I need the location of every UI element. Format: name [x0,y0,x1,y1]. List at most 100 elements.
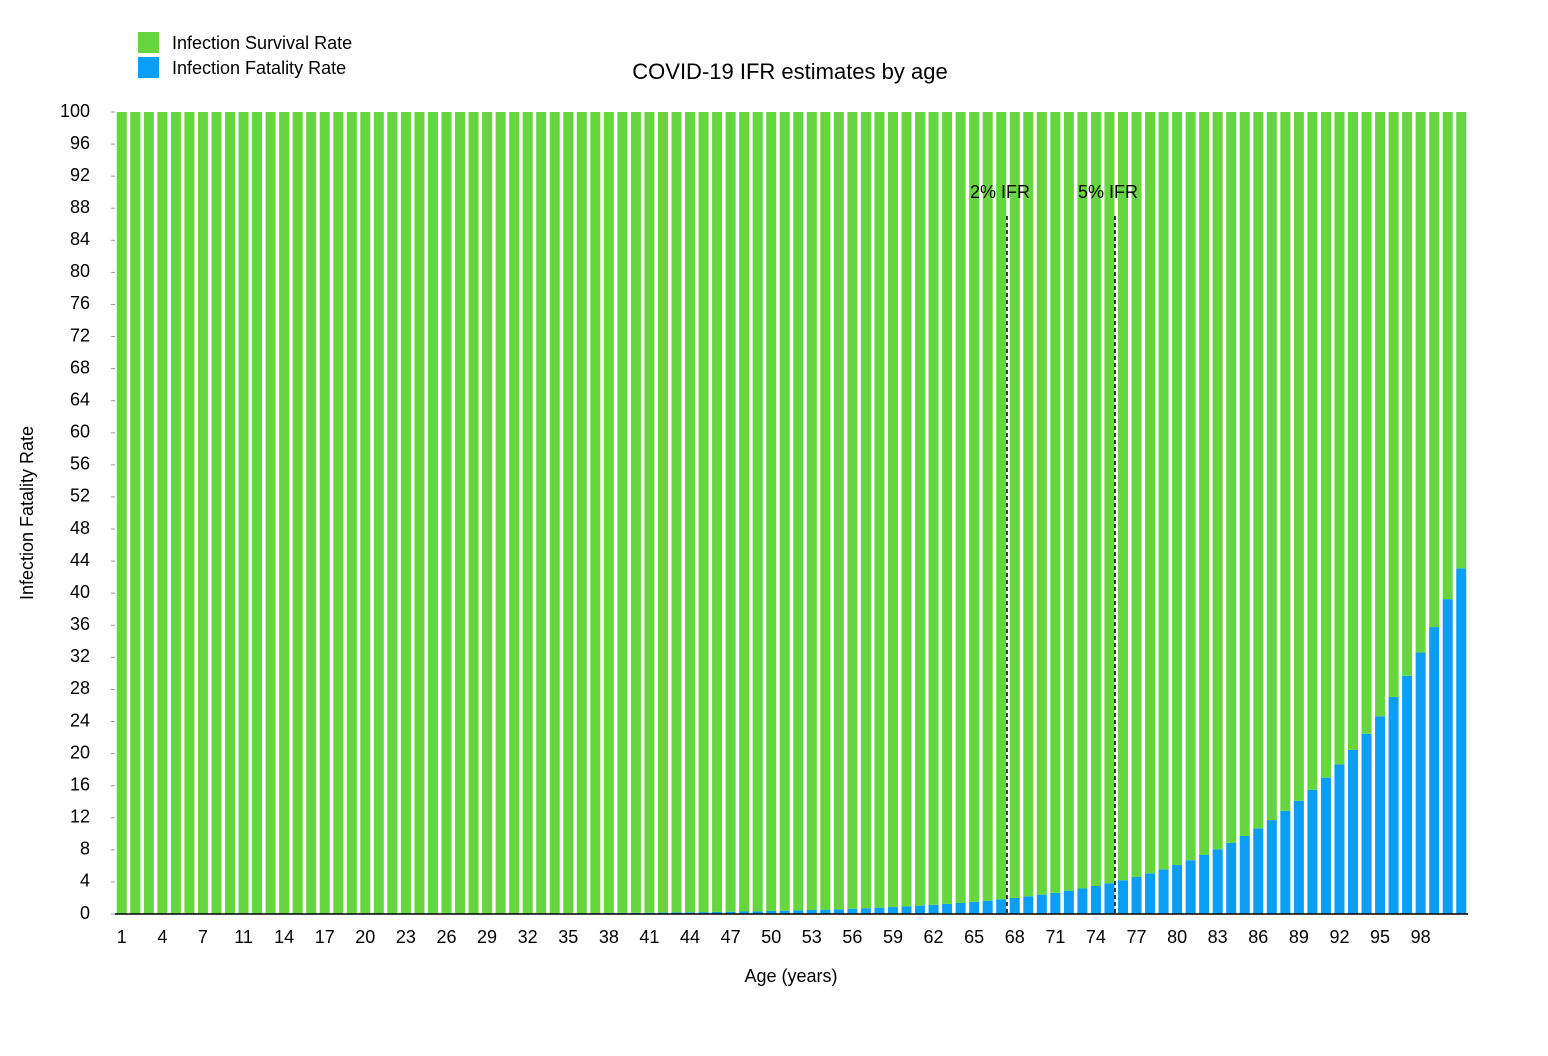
bar [725,911,736,914]
bar [793,112,804,911]
bar [671,112,682,913]
bar [1307,789,1318,914]
bar [387,112,398,914]
bar [495,112,506,914]
x-tick-label: 14 [274,927,294,947]
bar [1320,112,1331,778]
bar [427,112,438,914]
bar [1388,696,1399,914]
x-tick-label: 41 [639,927,659,947]
bar [1077,888,1088,914]
bar [1361,112,1372,734]
bar [1456,568,1467,914]
y-tick-label: 52 [70,486,90,506]
bar [184,112,195,914]
bar [197,112,208,914]
x-tick-label: 11 [234,927,253,947]
bar [901,112,912,907]
bar [712,911,723,914]
x-tick-label: 20 [355,927,375,947]
bar [1131,876,1142,914]
x-tick-label: 56 [842,927,862,947]
bar [752,911,763,914]
y-tick-label: 80 [70,261,90,281]
bar [1334,112,1345,765]
bar [996,899,1007,914]
y-tick-label: 44 [70,550,90,570]
x-tick-label: 44 [680,927,700,947]
bar [1009,112,1020,898]
bar [915,112,926,906]
bar [874,112,885,908]
bar [847,908,858,914]
bar [698,912,709,914]
bar [1429,112,1440,628]
bar [116,112,127,914]
bar [1023,896,1034,914]
bar [279,112,290,914]
bar [928,904,939,914]
bar [955,902,966,914]
y-tick-label: 20 [70,742,90,762]
bar [1199,854,1210,914]
bar [779,910,790,914]
x-tick-label: 68 [1005,927,1025,947]
bar [617,112,628,913]
y-tick-label: 84 [70,229,90,249]
x-axis-label: Age (years) [744,966,837,986]
bar [874,907,885,914]
bar [346,112,357,914]
bar [1226,112,1237,843]
bar [143,112,154,914]
bar [1023,112,1034,897]
bar [1293,800,1304,914]
bar [1090,112,1101,886]
bar [1456,112,1467,569]
bar [1145,873,1156,914]
bar [806,112,817,911]
bar [766,112,777,911]
bar [1361,733,1372,914]
bar [644,112,655,913]
bar [549,112,560,914]
bar [130,112,141,914]
bar [1063,890,1074,914]
bar [712,112,723,912]
bar [820,112,831,910]
bar [1063,112,1074,891]
bar [860,112,871,909]
x-tick-label: 74 [1086,927,1106,947]
bar [969,901,980,914]
bar [590,112,601,914]
bar [1090,885,1101,914]
x-tick-label: 95 [1370,927,1390,947]
bar [1212,112,1223,850]
bar [157,112,168,914]
bar [522,112,533,914]
bar [1320,777,1331,914]
y-tick-label: 40 [70,582,90,602]
bar [1172,865,1183,914]
y-tick-label: 4 [80,871,90,891]
bar [833,112,844,910]
legend-label: Infection Survival Rate [172,33,352,53]
y-tick-label: 88 [70,197,90,217]
bar [996,112,1007,900]
x-tick-label: 98 [1411,927,1431,947]
x-tick-label: 29 [477,927,497,947]
bar [942,112,953,904]
legend-swatch [138,57,159,78]
bar [482,112,493,914]
bar [1442,112,1453,600]
bar [1253,828,1264,914]
x-tick-label: 7 [198,927,208,947]
bar [1036,894,1047,914]
bar [833,909,844,914]
bar [1009,897,1020,914]
bar [333,112,344,914]
bar [739,911,750,914]
bar [211,112,222,914]
bar [887,907,898,914]
x-tick-label: 35 [558,927,578,947]
bar [887,112,898,908]
